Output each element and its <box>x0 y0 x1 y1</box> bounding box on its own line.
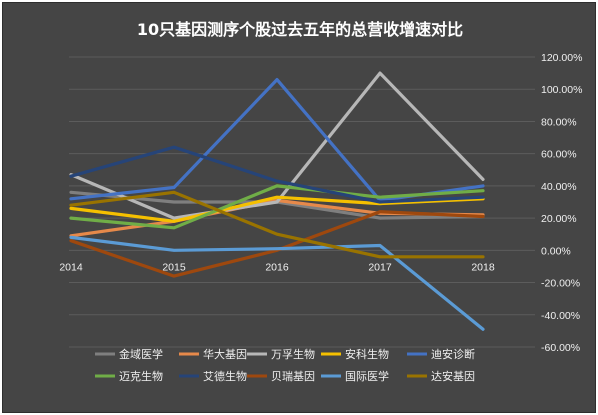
y-tick-label: 40.00% <box>541 181 577 193</box>
y-tick-label: -60.00% <box>541 342 580 354</box>
legend-label: 达安基因 <box>431 369 475 383</box>
x-tick-label: 2016 <box>265 261 289 273</box>
series-line <box>69 184 485 230</box>
legend-label: 金域医学 <box>119 347 163 361</box>
legend-label: 迈克生物 <box>119 369 163 383</box>
x-tick-label: 2017 <box>368 261 392 273</box>
x-tick-label: 2018 <box>471 261 495 273</box>
y-tick-label: 100.00% <box>541 84 582 96</box>
y-tick-label: -20.00% <box>541 278 580 290</box>
legend-label: 万孚生物 <box>271 347 315 361</box>
legend-label: 安科生物 <box>345 347 389 361</box>
y-tick-label: 80.00% <box>541 116 577 128</box>
y-tick-label: -40.00% <box>541 310 580 322</box>
y-axis-ticks: 120.00% 100.00% 80.00% 60.00% 40.00% 20.00% 0.… <box>541 52 582 354</box>
x-tick-label: 2015 <box>162 261 186 273</box>
series-line <box>69 190 485 259</box>
x-tick-label: 2014 <box>59 261 83 273</box>
y-tick-label: 60.00% <box>541 149 577 161</box>
chart-title: 10只基因测序个股过去五年的总营收增速对比 <box>137 20 463 39</box>
line-chart: 10只基因测序个股过去五年的总营收增速对比 120.00% 100.00% 80.0… <box>59 20 582 383</box>
series-line <box>69 71 485 220</box>
legend-label: 贝瑞基因 <box>271 369 315 383</box>
y-tick-label: 0.00% <box>541 245 571 257</box>
series-lines <box>69 71 485 331</box>
y-tick-label: 120.00% <box>541 52 582 64</box>
legend-label: 华大基因 <box>203 347 247 361</box>
legend-label: 国际医学 <box>345 369 389 383</box>
legend-label: 艾德生物 <box>203 369 247 383</box>
x-axis-ticks: 2014 2015 2016 2017 2018 <box>59 261 495 273</box>
legend-label: 迪安诊断 <box>431 347 475 361</box>
series-line <box>69 235 485 331</box>
y-tick-label: 20.00% <box>541 213 577 225</box>
series-line <box>69 145 485 204</box>
